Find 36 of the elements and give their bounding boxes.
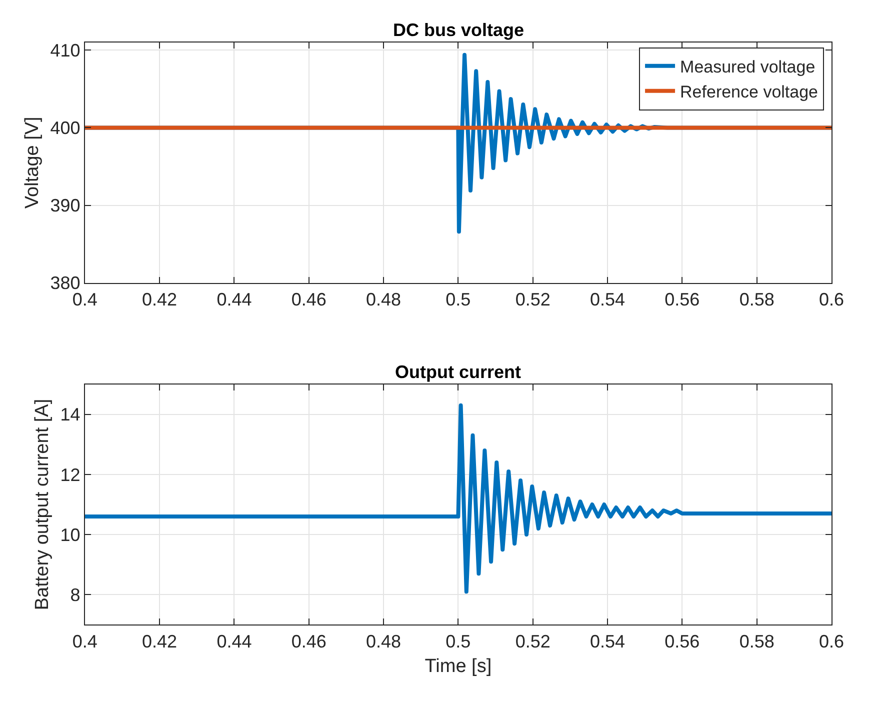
x-tick-label: 0.48 [366,631,402,652]
x-tick-label: 0.44 [216,631,252,652]
x-tick-label: 0.4 [72,631,98,652]
x-tick-label: 0.5 [446,631,471,652]
line-series [84,403,832,594]
x-tick-label: 0.5 [446,289,471,310]
x-tick-label: 0.54 [590,289,626,310]
chart-title: Output current [395,362,521,382]
x-tick-label: 0.6 [818,631,844,652]
y-tick-label: 410 [50,40,80,61]
y-tick-label: 12 [60,464,80,485]
x-tick-label: 0.58 [739,631,774,652]
x-tick-label: 0.58 [739,289,774,310]
x-axis-title: Time [s] [424,656,492,678]
y-axis-title: Battery output current [A] [32,398,54,610]
y-tick-label: 400 [50,118,80,138]
y-tick-label: 10 [60,524,80,545]
x-tick-label: 0.52 [515,289,550,310]
x-tick-label: 0.56 [664,289,700,310]
x-tick-label: 0.42 [142,289,178,310]
x-tick-label: 0.44 [216,289,252,310]
x-tick-label: 0.48 [366,289,402,310]
y-tick-label: 8 [70,584,80,605]
x-tick-label: 0.52 [515,631,550,652]
y-tick-label: 390 [50,196,80,216]
y-axis-title: Voltage [V] [22,116,44,209]
chart-title: DC bus voltage [393,20,524,40]
y-tick-label: 14 [60,404,80,425]
x-tick-label: 0.54 [590,631,626,652]
x-tick-label: 0.56 [664,631,700,652]
x-tick-label: 0.46 [291,631,326,652]
x-tick-label: 0.6 [818,289,844,310]
legend-label: Reference voltage [680,82,818,102]
legend-label: Measured voltage [680,57,816,76]
x-tick-label: 0.42 [142,631,178,652]
x-tick-label: 0.46 [291,289,326,310]
